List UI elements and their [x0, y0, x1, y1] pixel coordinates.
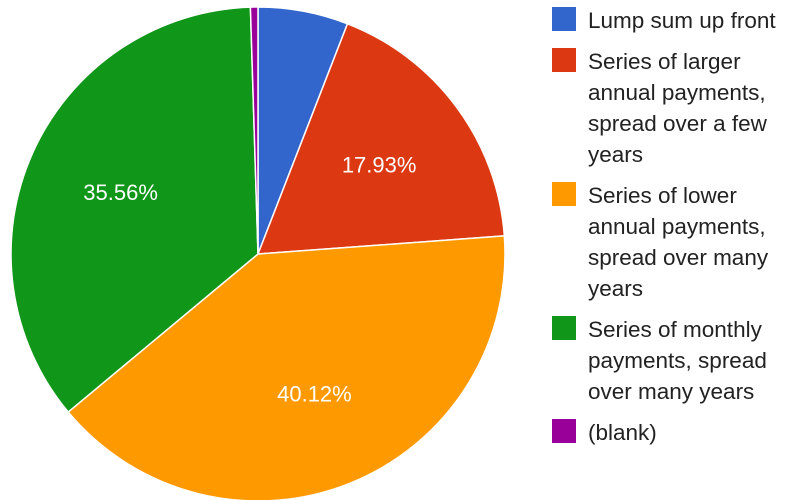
legend-item: Lump sum up front	[552, 5, 804, 36]
legend-item: Series of larger annual payments, spread…	[552, 46, 804, 170]
legend-label: (blank)	[588, 420, 657, 445]
legend-swatch	[552, 182, 576, 206]
legend-label: Lump sum up front	[588, 8, 776, 33]
legend-swatch	[552, 419, 576, 443]
slice-label-2: 40.12%	[277, 382, 352, 407]
slice-label-1: 17.93%	[342, 152, 417, 177]
slice-label-3: 35.56%	[83, 180, 158, 205]
legend-swatch	[552, 48, 576, 72]
pie-slice-1	[256, 22, 506, 255]
pie-slice-2	[67, 235, 506, 500]
legend-item: Series of monthly payments, spread over …	[552, 314, 804, 407]
legend-label: Series of lower annual payments, spread …	[588, 183, 769, 301]
legend-item: Series of lower annual payments, spread …	[552, 180, 804, 304]
legend-label: Series of larger annual payments, spread…	[588, 49, 767, 167]
slice-labels: 17.93% 40.12% 35.56%	[83, 152, 416, 406]
legend-swatch	[552, 316, 576, 340]
legend-swatch	[552, 7, 576, 31]
pie-slice-3	[10, 6, 259, 414]
pie-slices	[10, 6, 506, 500]
chart-legend: Lump sum up front Series of larger annual…	[552, 5, 804, 458]
legend-item: (blank)	[552, 417, 804, 448]
pie-slice-4	[249, 6, 259, 255]
legend-label: Series of monthly payments, spread over …	[588, 317, 767, 404]
